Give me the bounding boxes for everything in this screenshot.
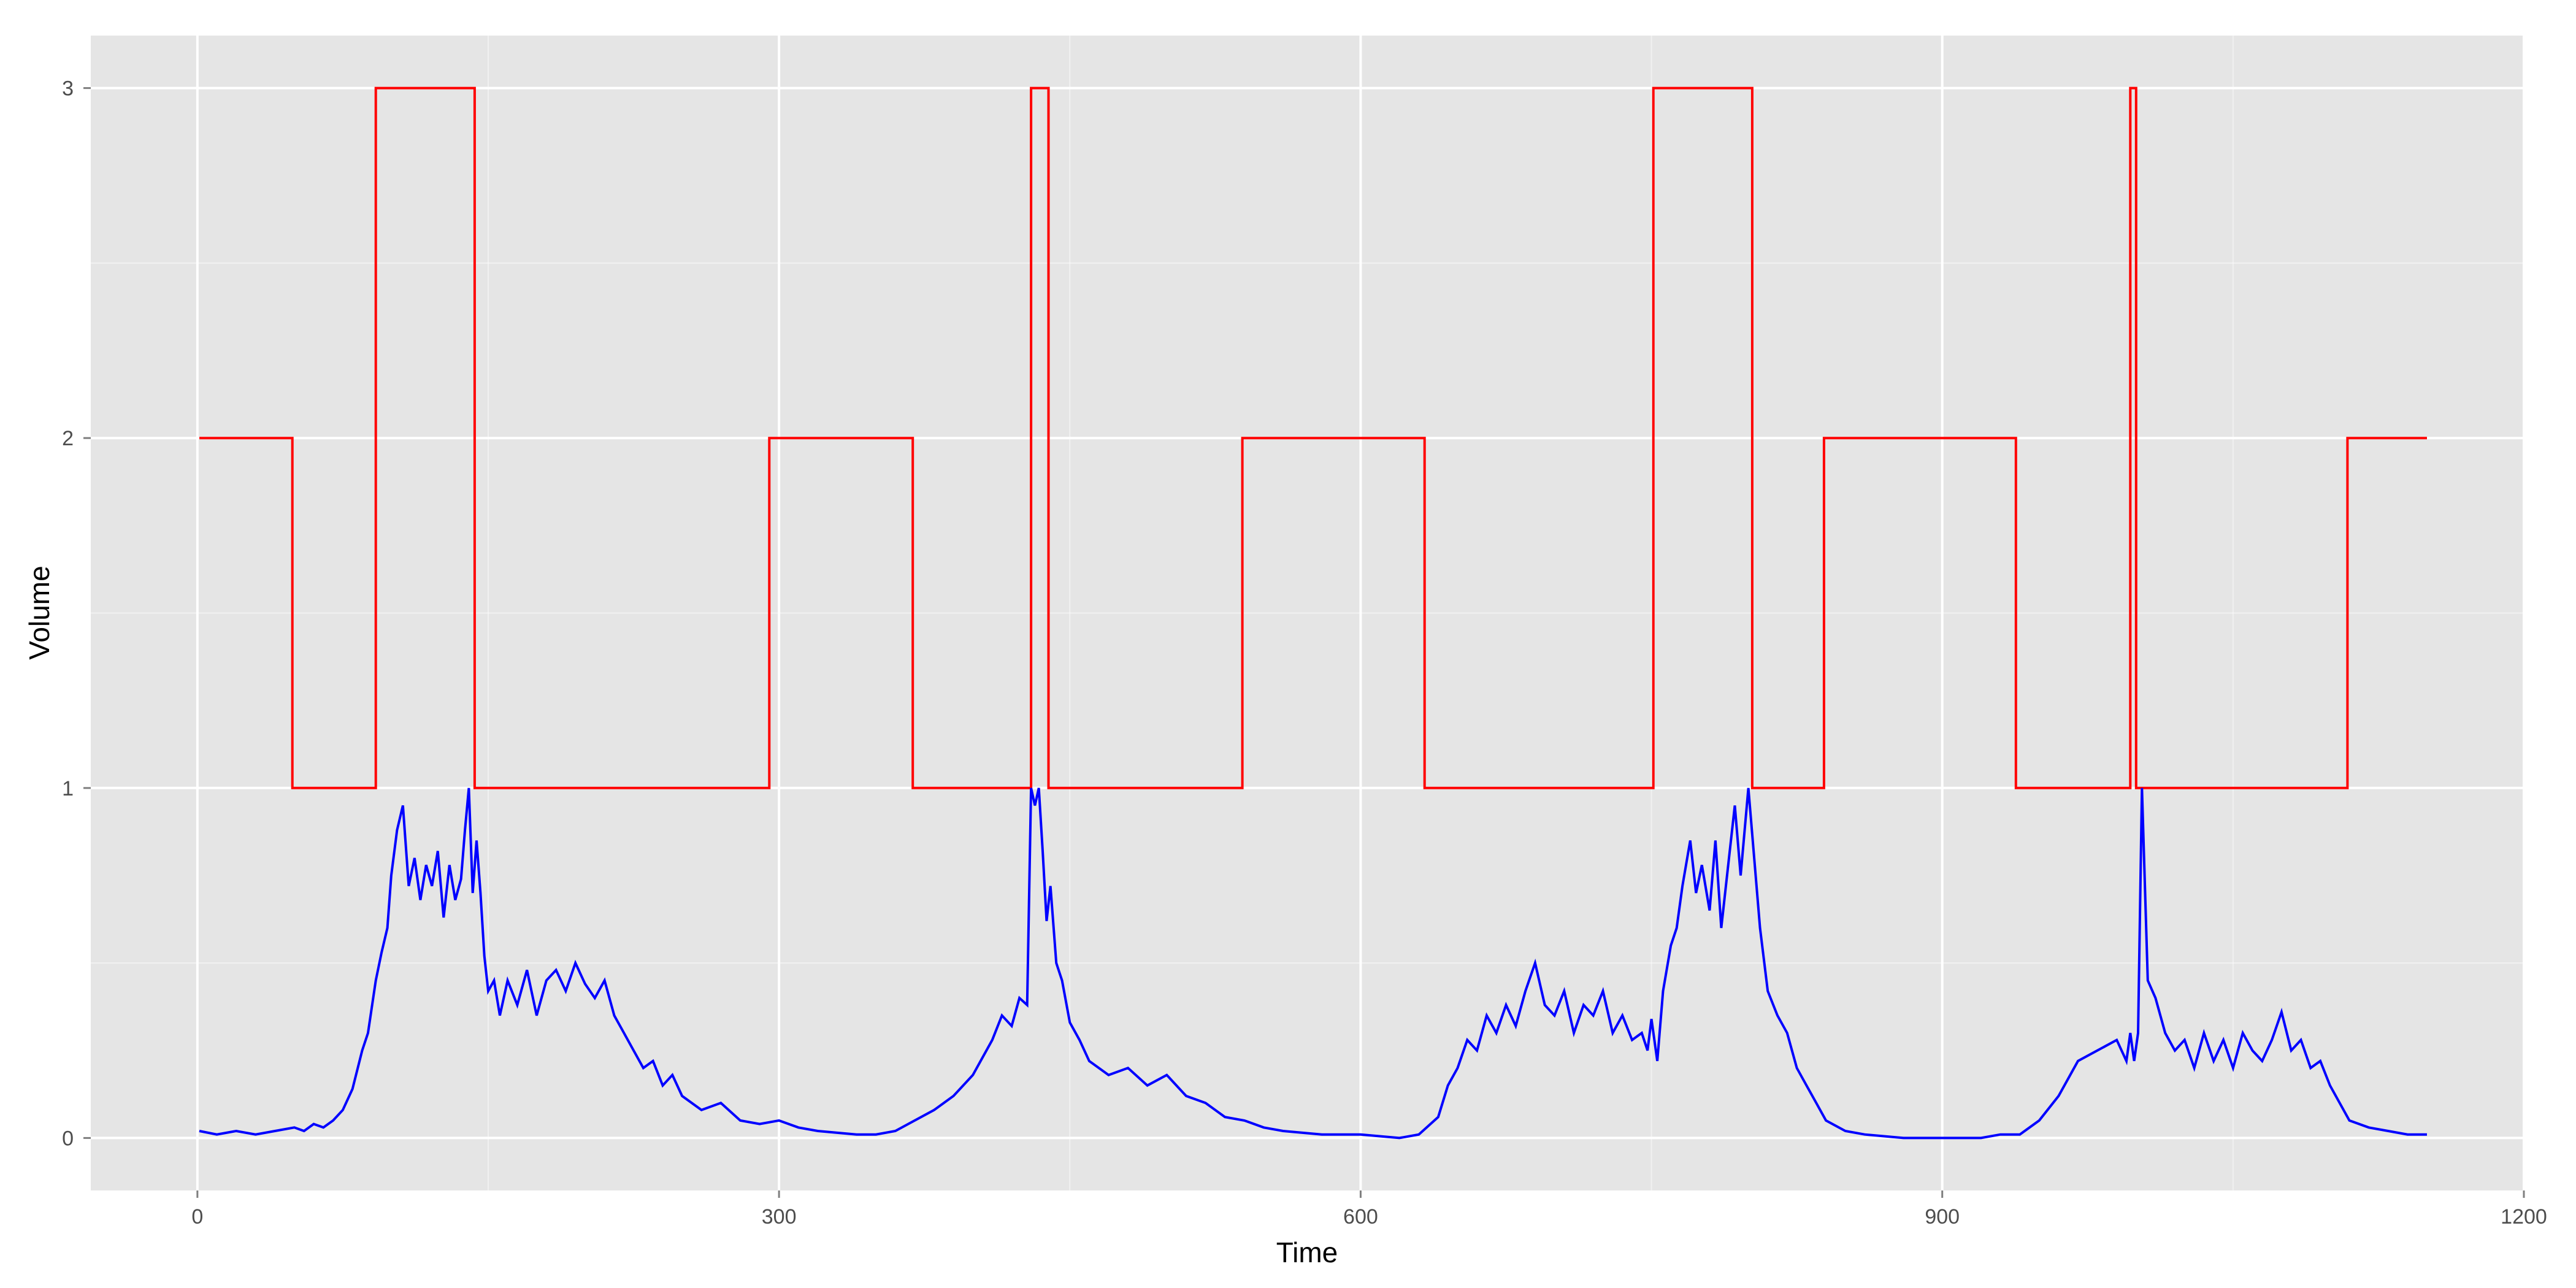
axis-ticks: [83, 87, 2525, 1198]
y-tick-label: 1: [62, 777, 74, 800]
y-tick-label: 0: [62, 1127, 74, 1150]
major-gridlines: [91, 36, 2525, 1190]
y-tick-label: 2: [62, 427, 74, 450]
x-tick-label: 1200: [2501, 1205, 2547, 1229]
y-axis-title: Volume: [23, 565, 55, 659]
signal-series-line: [199, 788, 2427, 1140]
series-layer: [199, 86, 2427, 1140]
x-tick-label: 300: [762, 1205, 797, 1229]
minor-gridlines: [91, 36, 2524, 1190]
x-axis-title: Time: [1276, 1236, 1338, 1268]
x-tick-label: 0: [191, 1205, 203, 1229]
tick-labels: 0 300 600 900 1200 0 1 2 3: [62, 77, 2547, 1229]
x-tick-label: 600: [1343, 1205, 1378, 1229]
step-series-line: [199, 86, 2427, 789]
x-tick-label: 900: [1925, 1205, 1960, 1229]
y-tick-label: 3: [62, 77, 74, 101]
